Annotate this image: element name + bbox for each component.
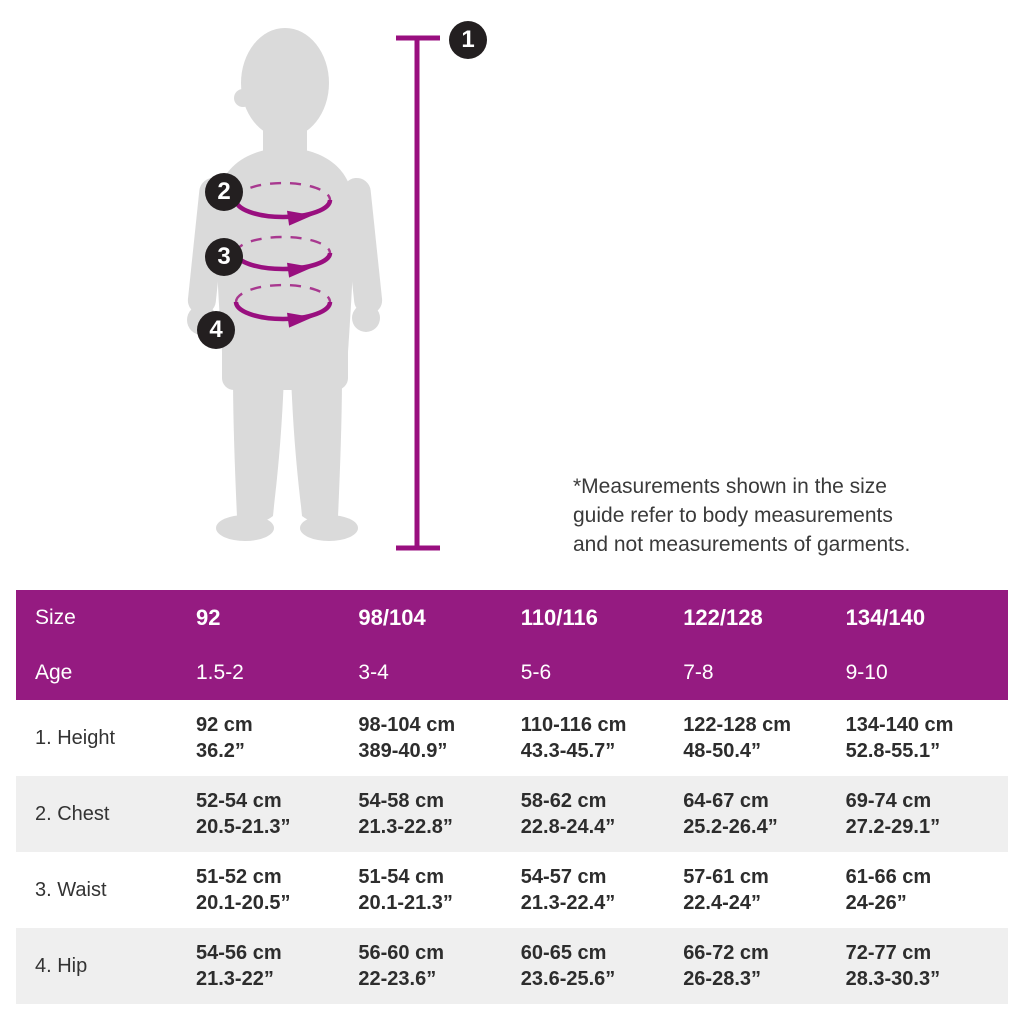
size-col-3: 122/128 (683, 604, 763, 630)
inch-value: 25.2-26.4” (683, 816, 778, 838)
cm-value: 61-66 cm (845, 866, 932, 888)
height-cell-0: 92 cm 36.2” (196, 712, 358, 764)
cm-value: 54-58 cm (358, 790, 445, 812)
table-row-waist: 3. Waist 51-52 cm 20.1-20.5” 51-54 cm 20… (16, 852, 1008, 928)
hip-cell-1: 56-60 cm 22-23.6” (358, 940, 520, 992)
inch-value: 22.8-24.4” (520, 816, 616, 838)
waist-cell-3: 57-61 cm 22.4-24” (683, 864, 845, 916)
inch-value: 20.1-20.5” (196, 892, 291, 914)
height-cell-4: 134-140 cm 52.8-55.1” (846, 712, 1008, 764)
table-row-height: 1. Height 92 cm 36.2” 98-104 cm 389-40.9… (16, 700, 1008, 776)
waist-cell-2: 54-57 cm 21.3-22.4” (521, 864, 683, 916)
cm-value: 69-74 cm (845, 790, 932, 812)
inch-value: 21.3-22.8” (358, 816, 453, 838)
inch-value: 22.4-24” (683, 892, 762, 914)
inch-value: 27.2-29.1” (845, 816, 941, 838)
cm-value: 51-52 cm (196, 866, 282, 888)
inch-value: 48-50.4” (683, 740, 762, 762)
inch-value: 28.3-30.3” (845, 968, 941, 990)
marker-1-height: 1 (449, 21, 487, 59)
age-col-3: 7-8 (683, 660, 714, 684)
height-cell-2: 110-116 cm 43.3-45.7” (521, 712, 683, 764)
age-col-4: 9-10 (845, 660, 888, 684)
age-col-1: 3-4 (358, 660, 389, 684)
size-table: Size 92 98/104 110/116 122/128 134/140 A… (16, 590, 1008, 1004)
hip-measure-ring (233, 283, 333, 328)
size-col-0: 92 (196, 604, 221, 630)
inch-value: 23.6-25.6” (520, 968, 616, 990)
cm-value: 51-54 cm (358, 866, 445, 888)
table-row-hip: 4. Hip 54-56 cm 21.3-22” 56-60 cm 22-23.… (16, 928, 1008, 1004)
inch-value: 22-23.6” (358, 968, 437, 990)
chest-cell-2: 58-62 cm 22.8-24.4” (521, 788, 683, 840)
chest-cell-4: 69-74 cm 27.2-29.1” (846, 788, 1008, 840)
cm-value: 54-56 cm (196, 942, 282, 964)
cm-value: 57-61 cm (683, 866, 769, 888)
size-col-2: 110/116 (520, 604, 598, 630)
hip-cell-0: 54-56 cm 21.3-22” (196, 940, 358, 992)
measurement-diagram (187, 28, 440, 551)
row-label-chest: 2. Chest (35, 802, 110, 825)
inch-value: 20.1-21.3” (358, 892, 453, 914)
row-label-height: 1. Height (35, 726, 116, 749)
cm-value: 60-65 cm (520, 942, 607, 964)
inch-value: 24-26” (845, 892, 907, 914)
inch-value: 21.3-22” (196, 968, 274, 990)
cm-value: 92 cm (196, 714, 253, 736)
age-header-label: Age (35, 660, 73, 684)
cm-value: 56-60 cm (358, 942, 445, 964)
height-cell-3: 122-128 cm 48-50.4” (683, 712, 845, 764)
size-col-4: 134/140 (845, 604, 926, 630)
row-label-waist: 3. Waist (35, 878, 107, 901)
chest-cell-1: 54-58 cm 21.3-22.8” (358, 788, 520, 840)
cm-value: 52-54 cm (196, 790, 282, 812)
hip-cell-4: 72-77 cm 28.3-30.3” (846, 940, 1008, 992)
marker-4-hip: 4 (197, 311, 235, 349)
waist-cell-0: 51-52 cm 20.1-20.5” (196, 864, 358, 916)
cm-value: 66-72 cm (683, 942, 769, 964)
inch-value: 26-28.3” (683, 968, 762, 990)
note-line-2: guide refer to body measurements (573, 504, 893, 527)
hip-cell-3: 66-72 cm 26-28.3” (683, 940, 845, 992)
marker-3-waist: 3 (205, 238, 243, 276)
cm-value: 72-77 cm (845, 942, 932, 964)
inch-value: 20.5-21.3” (196, 816, 291, 838)
size-col-1: 98/104 (358, 604, 426, 630)
cm-value: 134-140 cm (845, 714, 954, 736)
cm-value: 64-67 cm (683, 790, 769, 812)
waist-cell-1: 51-54 cm 20.1-21.3” (358, 864, 520, 916)
chest-cell-3: 64-67 cm 25.2-26.4” (683, 788, 845, 840)
chest-cell-0: 52-54 cm 20.5-21.3” (196, 788, 358, 840)
measurement-note: *Measurements shown in the size guide re… (573, 472, 910, 559)
inch-value: 52.8-55.1” (845, 740, 941, 762)
inch-value: 389-40.9” (358, 740, 448, 762)
marker-2-chest: 2 (205, 173, 243, 211)
inch-value: 21.3-22.4” (520, 892, 616, 914)
child-silhouette-graphic (187, 28, 383, 541)
cm-value: 58-62 cm (520, 790, 607, 812)
inch-value: 36.2” (196, 740, 245, 762)
row-label-hip: 4. Hip (35, 954, 88, 977)
cm-value: 98-104 cm (358, 714, 456, 736)
table-header: Size 92 98/104 110/116 122/128 134/140 A… (16, 590, 1008, 700)
waist-cell-4: 61-66 cm 24-26” (846, 864, 1008, 916)
height-cell-1: 98-104 cm 389-40.9” (358, 712, 520, 764)
note-line-1: *Measurements shown in the size (573, 475, 887, 498)
age-col-2: 5-6 (520, 660, 552, 684)
table-row-chest: 2. Chest 52-54 cm 20.5-21.3” 54-58 cm 21… (16, 776, 1008, 852)
cm-value: 110-116 cm (520, 714, 627, 736)
ear-shape (234, 89, 252, 107)
size-header-label: Size (35, 605, 76, 629)
age-col-0: 1.5-2 (196, 660, 244, 684)
inch-value: 43.3-45.7” (520, 740, 616, 762)
cm-value: 54-57 cm (520, 866, 607, 888)
hip-cell-2: 60-65 cm 23.6-25.6” (521, 940, 683, 992)
height-measure-line (396, 35, 440, 551)
cm-value: 122-128 cm (683, 714, 792, 736)
note-line-3: and not measurements of garments. (573, 533, 911, 556)
